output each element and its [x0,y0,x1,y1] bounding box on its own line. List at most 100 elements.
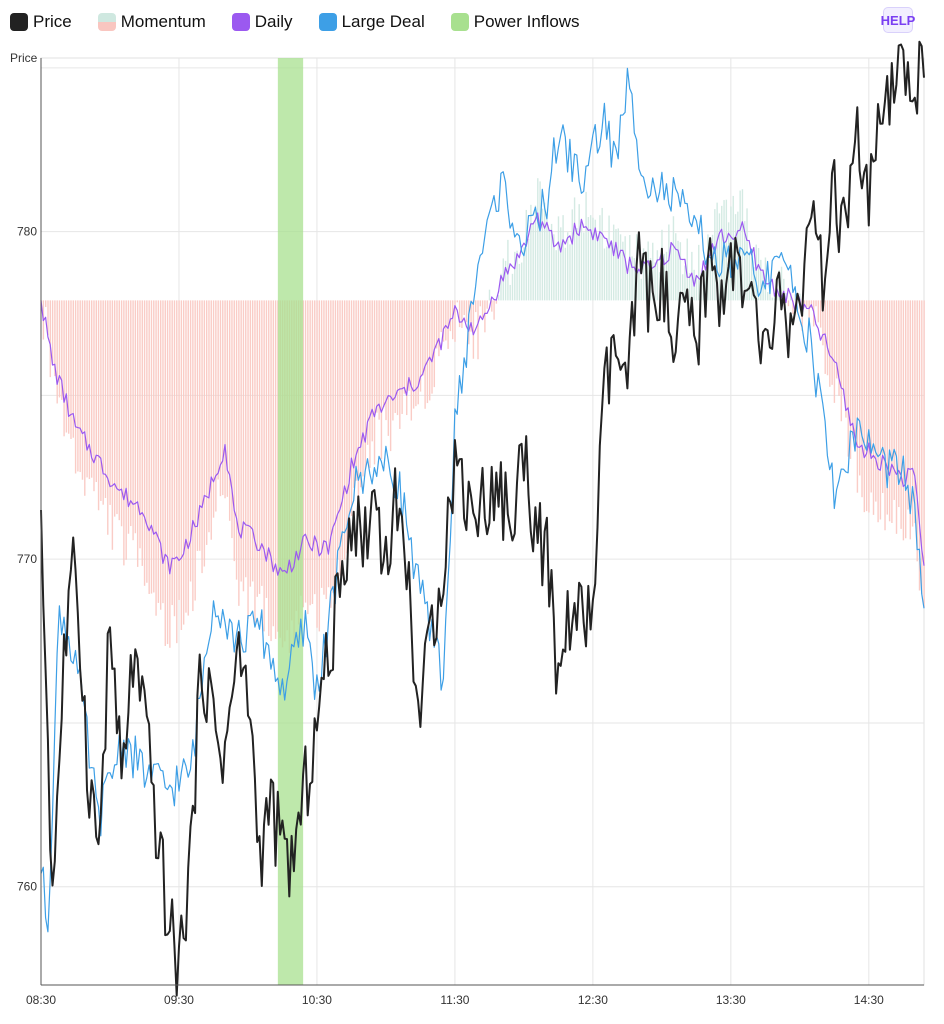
momentum-bar [723,200,725,301]
momentum-bar [56,300,58,404]
momentum-bar [442,300,445,342]
series-line-daily [40,212,925,576]
momentum-bar [394,300,396,413]
momentum-bar [199,300,201,551]
momentum-bar [44,300,47,308]
momentum-bar [435,300,438,349]
momentum-bar [764,257,767,301]
momentum-bar [488,289,491,301]
momentum-bar [859,300,861,476]
momentum-bar [348,300,350,521]
momentum-bar [511,273,514,301]
momentum-bar [95,300,97,483]
legend-item-momentum[interactable]: Momentum [97,12,206,32]
momentum-bar [884,300,886,531]
momentum-bar [681,274,684,301]
momentum-bar [182,300,185,625]
legend-item-large-deal[interactable]: Large Deal [318,12,425,32]
momentum-bar [90,300,93,478]
legend-item-daily[interactable]: Daily [231,12,293,32]
momentum-bar [686,238,688,301]
momentum-bar [357,300,360,504]
momentum-bar [343,300,346,560]
momentum-bar [845,300,847,418]
momentum-bar [810,300,813,308]
momentum-bar [274,300,277,639]
plot-frame [40,57,925,986]
momentum-bar [663,253,665,301]
momentum-bar [481,300,484,318]
momentum-bar [918,300,921,591]
momentum-bar [74,300,77,474]
momentum-bar [242,300,245,592]
momentum-bar [84,300,86,496]
x-tick-label: 12:30 [578,993,608,1007]
momentum-bar [380,300,383,460]
momentum-bar [622,241,624,301]
momentum-bar [458,300,461,328]
momentum-bar [389,300,392,452]
y-axis-label: Price [10,51,38,65]
momentum-bar [116,300,118,515]
momentum-bar [258,300,261,594]
momentum-bar [88,300,91,480]
momentum-bar [504,260,507,301]
momentum-bar [842,300,845,395]
momentum-bar [771,297,774,301]
momentum-bar [438,300,440,357]
momentum-bar [566,232,569,301]
legend-swatch-momentum [97,13,116,31]
momentum-bar [755,244,757,301]
momentum-bar [893,300,895,500]
momentum-bar [875,300,877,502]
legend-label-momentum: Momentum [120,12,206,31]
momentum-bar [201,300,203,574]
momentum-bar [799,293,801,301]
help-button[interactable]: HELP [881,7,915,33]
momentum-bar [330,300,332,608]
momentum-bar [868,300,870,513]
momentum-bar [560,227,562,301]
momentum-bar [463,300,465,316]
momentum-bar [599,215,601,301]
momentum-bar [369,300,371,468]
momentum-bar [270,300,272,642]
momentum-bar [309,300,311,606]
momentum-bar [856,300,859,493]
momentum-bar [222,300,224,496]
momentum-bar [189,300,192,582]
momentum-bar [366,300,369,445]
momentum-bar [120,300,123,527]
momentum-bar [132,300,134,541]
momentum-bar [224,300,226,499]
momentum-bar [757,247,760,301]
momentum-bar [364,300,367,470]
momentum-bar [383,300,385,408]
momentum-bar [79,300,81,473]
momentum-bar [668,224,670,301]
momentum-bar [564,247,567,301]
momentum-bar [447,300,449,349]
momentum-bar [102,300,104,505]
momentum-bar [215,300,217,512]
momentum-bar [475,300,477,313]
momentum-bar [923,300,925,608]
momentum-bar [408,300,410,391]
momentum-bar [486,300,488,309]
momentum-bar [543,202,546,301]
momentum-bar [169,300,171,648]
momentum-bar [245,300,247,578]
momentum-bar [629,235,631,301]
momentum-bar [113,300,116,517]
momentum-bar [157,300,160,603]
momentum-bar [461,300,463,328]
momentum-bar [594,219,596,301]
momentum-bar [484,300,486,333]
legend-item-power-inflows[interactable]: Power Inflows [450,12,580,32]
momentum-bar [608,215,610,301]
momentum-bar [265,300,268,598]
momentum-bar [470,300,472,332]
momentum-bar [396,300,399,416]
legend-item-price[interactable]: Price [10,12,72,32]
momentum-bar [325,300,327,600]
